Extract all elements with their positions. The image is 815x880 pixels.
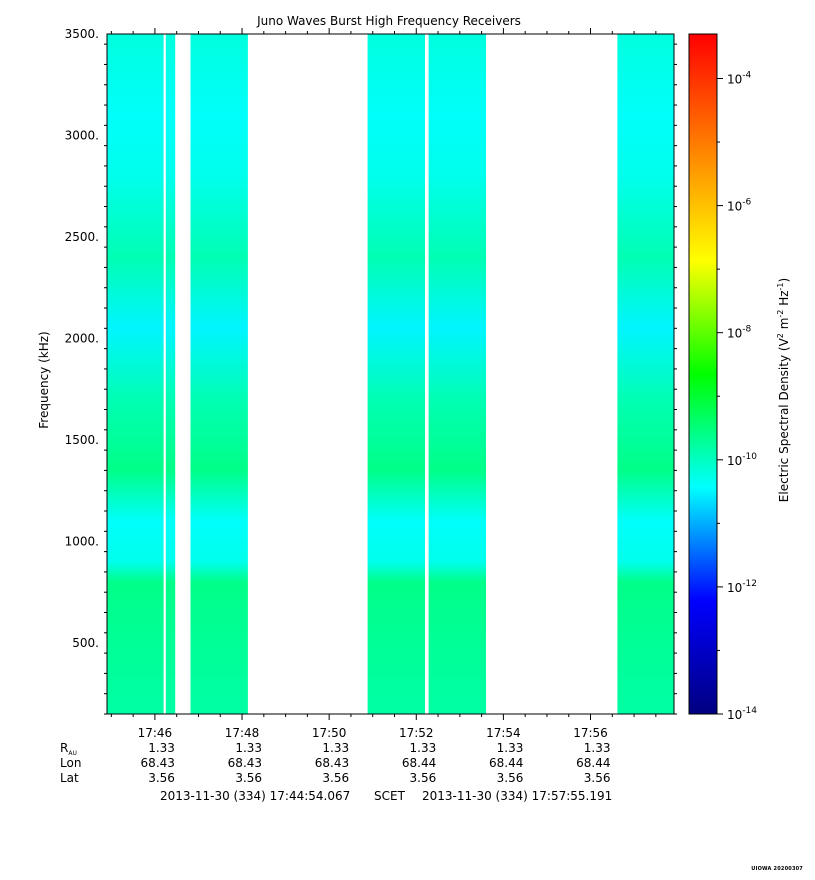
ephemeris-value: 1.33 [322, 741, 349, 755]
y-tick-label: 2000. [65, 331, 99, 345]
y-tick-label: 500. [72, 636, 99, 650]
x-tick-label: 17:54 [486, 726, 521, 740]
ephemeris-value: 3.56 [322, 771, 349, 785]
ephemeris-label: Lat [60, 771, 79, 785]
colorbar-axis: 10-14 10-12 10-10 10-8 10-6 10-4 [717, 70, 757, 722]
ephemeris-value: 1.33 [410, 741, 437, 755]
ephemeris-value: 68.44 [402, 756, 436, 770]
y-axis-label: Frequency (kHz) [37, 331, 51, 428]
plot-frame [106, 33, 675, 715]
ephemeris-value: 68.43 [228, 756, 262, 770]
ephemeris-value: 3.56 [497, 771, 524, 785]
x-tick-label: 17:56 [573, 726, 608, 740]
data-segment-6 [617, 34, 674, 714]
time-range-start: 2013-11-30 (334) 17:44:54.067 [160, 789, 351, 803]
y-tick-label: 3500. [65, 27, 99, 41]
x-tick-label: 17:52 [399, 726, 434, 740]
colorbar-tick-label: 10-12 [727, 579, 757, 595]
x-tick-label: 17:48 [225, 726, 260, 740]
colorbar-tick-label: 10-4 [727, 70, 752, 86]
chart-title: Juno Waves Burst High Frequency Receiver… [256, 14, 521, 28]
colorbar-tick-label: 10-10 [727, 452, 757, 468]
ephemeris-value: 1.33 [584, 741, 611, 755]
ephemeris-value: 3.56 [235, 771, 262, 785]
x-tick-label: 17:46 [138, 726, 173, 740]
colorbar-tick-label: 10-14 [727, 706, 757, 722]
colorbar-tick-label: 10-8 [727, 325, 752, 341]
ephemeris-value: 3.56 [584, 771, 611, 785]
ephemeris-value: 3.56 [410, 771, 437, 785]
time-range-end: 2013-11-30 (334) 17:57:55.191 [422, 789, 613, 803]
ephemeris-value: 68.44 [576, 756, 610, 770]
ephemeris-label: Lon [60, 756, 81, 770]
x-axis: 17:46 17:48 17:50 17:52 17:54 17:56 [110, 28, 657, 740]
ephemeris-value: 3.56 [148, 771, 175, 785]
ephemeris-table: RAU 1.33 1.33 1.33 1.33 1.33 1.33 Lon 68.43 68.43… [60, 741, 611, 785]
y-tick-label: 2500. [65, 230, 99, 244]
colorbar-tick-label: 10-6 [727, 198, 752, 214]
y-axis: 500. 1000. 1500. 2000. 2500. 3000. 3500. [65, 27, 677, 715]
colorbar [688, 33, 718, 715]
y-tick-label: 3000. [65, 128, 99, 142]
ephemeris-value: 68.43 [315, 756, 349, 770]
ephemeris-value: 1.33 [235, 741, 262, 755]
data-segment-2 [165, 34, 176, 714]
ephemeris-value: 1.33 [497, 741, 524, 755]
x-tick-label: 17:50 [312, 726, 347, 740]
colorbar-label: Electric Spectral Density (V2 m-2 Hz-1) [776, 278, 791, 502]
ephemeris-value: 68.44 [489, 756, 523, 770]
time-system: SCET [374, 789, 405, 803]
y-tick-label: 1500. [65, 433, 99, 447]
data-segment-5 [428, 34, 486, 714]
data-segment-1 [107, 34, 164, 714]
data-segment-4 [367, 34, 425, 714]
institution-stamp: UIOWA 20200307 [751, 866, 803, 872]
ephemeris-value: 68.43 [141, 756, 175, 770]
spectrogram-data-area [107, 34, 674, 714]
ephemeris-label: RAU [60, 741, 77, 757]
ephemeris-value: 1.33 [148, 741, 175, 755]
data-segment-3 [190, 34, 248, 714]
y-tick-label: 1000. [65, 534, 99, 548]
